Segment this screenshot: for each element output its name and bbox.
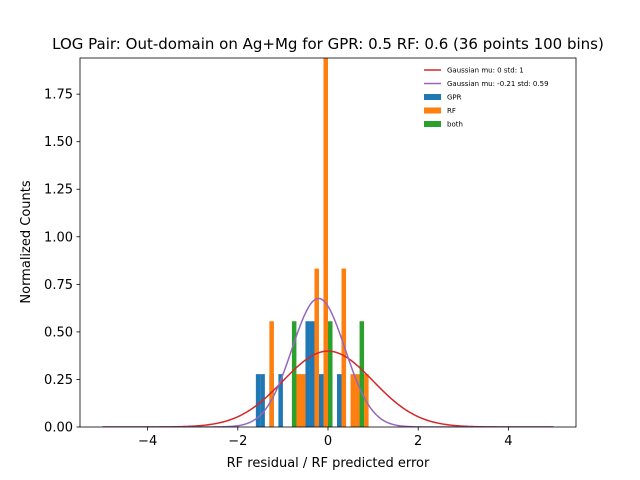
legend-label: GPR <box>447 94 462 102</box>
bar-rf <box>355 374 360 427</box>
x-tick-label: −2 <box>228 434 247 449</box>
bar-rf <box>300 374 306 427</box>
bar-rf <box>323 58 328 427</box>
legend-label: Gaussian mu: -0.21 std: 0.59 <box>447 80 549 88</box>
bar-rf <box>296 374 301 427</box>
x-tick-label: 2 <box>414 434 422 449</box>
x-axis-label: RF residual / RF predicted error <box>227 456 430 471</box>
bar-gpr <box>309 321 315 427</box>
bar-rf <box>269 321 274 427</box>
y-tick-label: 0.75 <box>44 278 73 293</box>
legend-label: both <box>447 121 463 129</box>
chart-title: LOG Pair: Out-domain on Ag+Mg for GPR: 0… <box>52 35 604 53</box>
legend-swatch <box>424 94 441 100</box>
bar-gpr <box>255 374 261 427</box>
gaussian-curve-2 <box>102 297 554 427</box>
y-axis-label: Normalized Counts <box>19 180 34 303</box>
y-tick-label: 0.00 <box>44 421 73 436</box>
series-both <box>291 321 365 427</box>
y-tick-label: 1.75 <box>44 88 73 103</box>
legend-label: Gaussian mu: 0 std: 1 <box>447 67 524 75</box>
y-axis: 0.00 0.25 0.50 0.75 1.00 1.25 1.50 1.75 <box>44 88 80 436</box>
bar-both <box>328 321 333 427</box>
bar-gpr <box>305 321 310 427</box>
legend-swatch <box>424 107 441 114</box>
x-tick-label: 4 <box>504 434 512 449</box>
x-axis: −4 −2 0 2 4 <box>138 427 513 449</box>
x-tick-label: 0 <box>324 434 332 449</box>
legend: Gaussian mu: 0 std: 1 Gaussian mu: -0.21 … <box>424 67 549 129</box>
y-tick-label: 1.00 <box>44 230 73 245</box>
bar-both <box>359 321 365 427</box>
bar-rf <box>350 374 356 427</box>
y-tick-label: 0.50 <box>44 325 73 340</box>
bar-gpr <box>318 374 324 427</box>
plot-area <box>79 57 577 428</box>
legend-swatch <box>424 121 441 127</box>
bar-both <box>291 321 297 427</box>
y-tick-label: 0.25 <box>44 373 73 388</box>
bar-rf <box>341 268 347 427</box>
x-tick-label: −4 <box>138 434 157 449</box>
legend-label: RF <box>447 107 456 115</box>
y-tick-label: 1.25 <box>44 183 73 198</box>
bar-gpr <box>278 374 283 427</box>
y-tick-label: 1.50 <box>44 135 73 150</box>
bar-rf <box>314 268 319 427</box>
bar-gpr <box>337 374 342 427</box>
bars-group <box>255 58 369 427</box>
